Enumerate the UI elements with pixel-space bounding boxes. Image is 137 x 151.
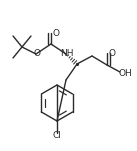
Text: O: O: [52, 29, 59, 37]
Text: O: O: [34, 48, 41, 58]
Text: Cl: Cl: [53, 130, 61, 140]
Text: OH: OH: [118, 69, 132, 77]
Text: NH: NH: [60, 48, 74, 58]
Text: O: O: [109, 48, 115, 58]
